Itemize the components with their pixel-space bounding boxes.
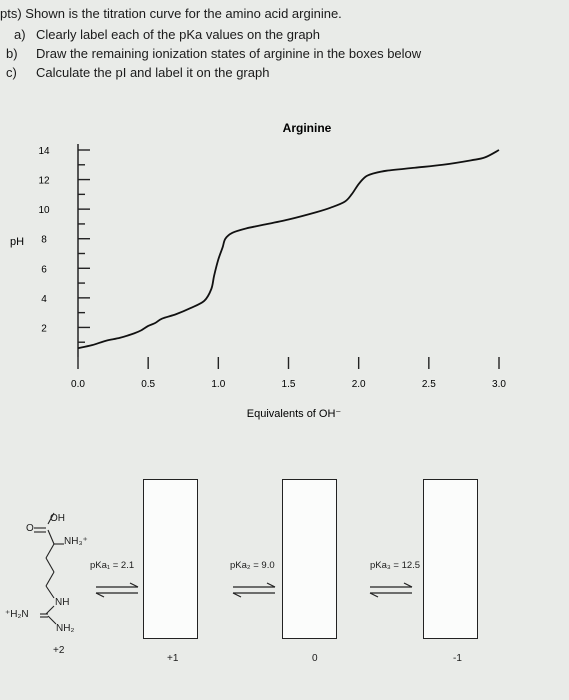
x-tick-label: 2.0 bbox=[352, 379, 366, 390]
ionization-box-2[interactable] bbox=[282, 479, 337, 639]
y-tick-label: 14 bbox=[38, 146, 50, 157]
question-a-text: Clearly label each of the pKa values on … bbox=[36, 27, 321, 42]
pka1-label: pKa₁ = 2.1 bbox=[90, 560, 135, 571]
question-c-marker: c) bbox=[6, 65, 17, 80]
charge-label: +1 bbox=[167, 653, 179, 664]
pka2-label: pKa₂ = 9.0 bbox=[230, 560, 275, 571]
equilibrium-arrow-icon bbox=[369, 582, 413, 598]
ionization-box-3[interactable] bbox=[423, 479, 478, 639]
charge-label: -1 bbox=[453, 653, 462, 664]
charge-label: 0 bbox=[312, 653, 318, 664]
titration-chart: Arginine pH Equivalents of OH⁻ 2 4 6 8 10 12 1… bbox=[10, 121, 506, 420]
structure-nh3: NH₃⁺ bbox=[64, 536, 88, 547]
x-axis-label: Equivalents of OH⁻ bbox=[247, 408, 342, 420]
x-tick-label: 2.5 bbox=[422, 379, 436, 390]
question-b-text: Draw the remaining ionization states of … bbox=[36, 46, 422, 61]
y-tick-label: 12 bbox=[38, 176, 50, 187]
question-intro: pts) Shown is the titration curve for th… bbox=[0, 6, 342, 21]
structure-o: O bbox=[26, 523, 34, 534]
y-tick-label: 4 bbox=[41, 294, 47, 305]
equilibrium-arrow-icon bbox=[232, 582, 276, 598]
pka3-label: pKa₃ = 12.5 bbox=[370, 560, 421, 571]
structure-oh: OH bbox=[50, 513, 65, 524]
x-tick-label: 0.0 bbox=[71, 379, 85, 390]
y-tick-label: 8 bbox=[41, 235, 47, 246]
question-b-marker: b) bbox=[6, 46, 18, 61]
series-line-titration bbox=[77, 149, 500, 350]
y-tick-label: 2 bbox=[41, 323, 47, 334]
question-c-text: Calculate the pI and label it on the gra… bbox=[36, 65, 270, 80]
ionization-box-1[interactable] bbox=[143, 479, 198, 639]
x-tick-label: 1.5 bbox=[282, 379, 296, 390]
chart-axes: 2 4 6 8 10 12 14 0.0 0.5 1.0 1.5 2.0 2.5 3.0 bbox=[38, 144, 506, 390]
x-tick-label: 3.0 bbox=[492, 379, 506, 390]
x-tick-label: 1.0 bbox=[211, 379, 225, 390]
structure-nh: NH bbox=[55, 597, 70, 608]
structure-h2n: ⁺H₂N bbox=[5, 609, 29, 620]
equilibrium-arrow-icon bbox=[95, 582, 139, 598]
structure-nh2: NH₂ bbox=[56, 623, 75, 634]
y-axis-label: pH bbox=[10, 236, 24, 248]
chart-title: Arginine bbox=[283, 121, 332, 135]
charge-label: +2 bbox=[53, 645, 65, 656]
question-a-marker: a) bbox=[14, 27, 26, 42]
y-tick-label: 10 bbox=[38, 205, 50, 216]
y-tick-label: 6 bbox=[41, 264, 47, 275]
x-tick-label: 0.5 bbox=[141, 379, 155, 390]
